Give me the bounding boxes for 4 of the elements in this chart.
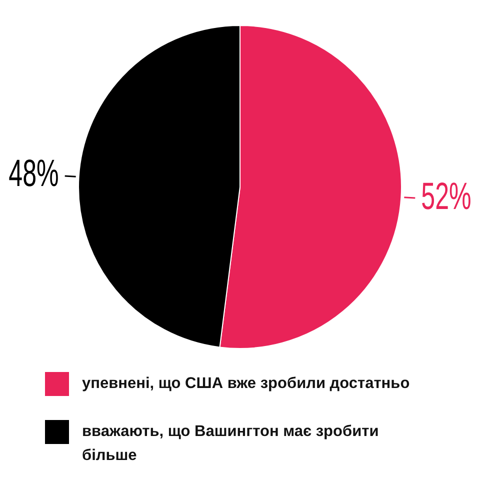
legend-label: упевнені, що США вже зробили достатньо [82, 374, 410, 394]
data-label: 48% [8, 152, 59, 194]
data-label: 52% [421, 174, 472, 218]
legend-label: вважають, що Вашингтон має зробити більше [82, 422, 380, 466]
